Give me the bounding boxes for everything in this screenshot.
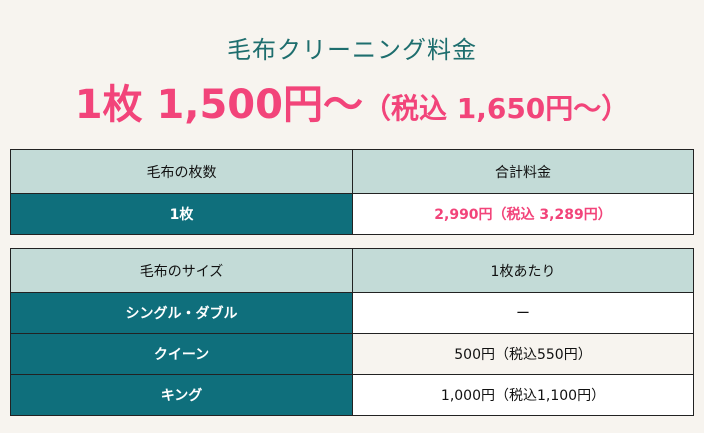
row-label: キング: [10, 374, 353, 416]
table-header-row: 毛布の枚数 合計料金: [10, 149, 694, 194]
table-header-row: 毛布のサイズ 1枚あたり: [10, 248, 694, 293]
blanket-size-table: 毛布のサイズ 1枚あたり シングル・ダブル ー クイーン 500円（税込550円…: [10, 248, 694, 416]
row-value: 2,990円（税込 3,289円）: [352, 193, 694, 235]
table-row: クイーン 500円（税込550円）: [10, 333, 694, 375]
row-value: 1,000円（税込1,100円）: [352, 374, 694, 416]
header-blanket-size: 毛布のサイズ: [10, 248, 353, 293]
header-blanket-count: 毛布の枚数: [10, 149, 353, 194]
price-headline: 1枚 1,500円〜（税込 1,650円〜）: [0, 72, 704, 130]
row-value: 500円（税込550円）: [352, 333, 694, 375]
table-row: キング 1,000円（税込1,100円）: [10, 374, 694, 416]
page-title: 毛布クリーニング料金: [227, 36, 477, 64]
row-label: 1枚: [10, 193, 353, 235]
price-tax-included: （税込 1,650円〜）: [362, 92, 630, 125]
price-main: 1枚 1,500円〜: [74, 82, 363, 128]
row-label: シングル・ダブル: [10, 292, 353, 334]
header-per-blanket: 1枚あたり: [352, 248, 694, 293]
blanket-count-table: 毛布の枚数 合計料金 1枚 2,990円（税込 3,289円）: [10, 149, 694, 235]
header-total-price: 合計料金: [352, 149, 694, 194]
row-label: クイーン: [10, 333, 353, 375]
table-row: 1枚 2,990円（税込 3,289円）: [10, 193, 694, 235]
table-row: シングル・ダブル ー: [10, 292, 694, 334]
row-value: ー: [352, 292, 694, 334]
